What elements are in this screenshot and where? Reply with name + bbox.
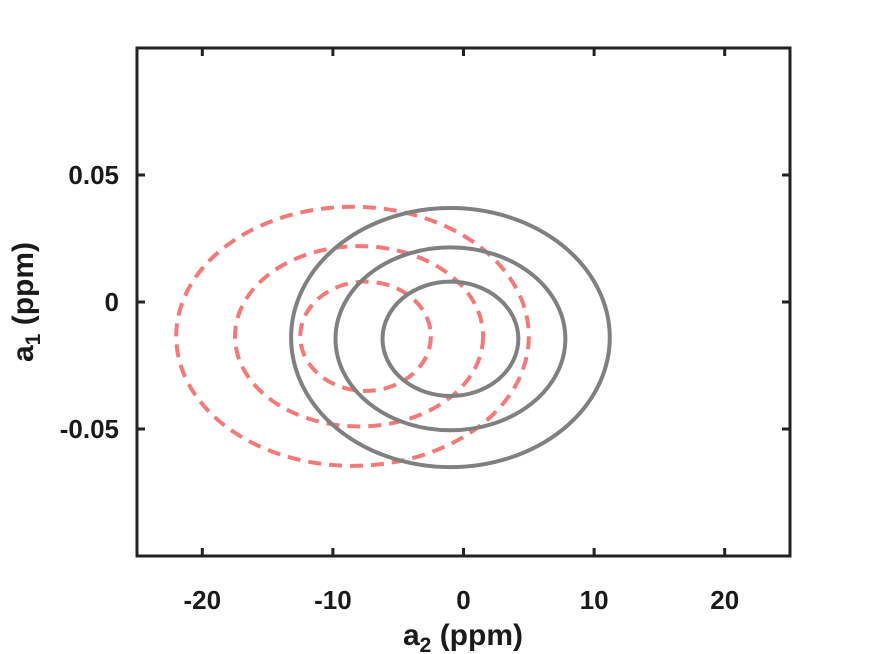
y-axis-label: a1 (ppm) [7, 242, 45, 362]
solid-contour-2 [333, 245, 568, 433]
dashed-contour-1 [298, 279, 433, 393]
y-tick-label: 0.05 [68, 160, 119, 190]
x-axis-label: a2 (ppm) [403, 619, 523, 654]
contour-layer [174, 204, 612, 470]
x-tick-label: -20 [184, 585, 222, 615]
x-tick-label: -10 [314, 585, 352, 615]
dashed-contour-2 [232, 244, 486, 429]
y-tick-label: -0.05 [60, 414, 119, 444]
solid-contour-1 [380, 279, 521, 398]
x-tick-label: 20 [710, 585, 739, 615]
axis-ticks: -20 -10 0 10 20 0.05 0 -0.05 [60, 48, 790, 615]
x-tick-label: 0 [456, 585, 470, 615]
x-tick-label: 10 [580, 585, 609, 615]
solid-contour-3 [289, 206, 612, 470]
dashed-contour-3 [174, 204, 531, 468]
y-tick-label: 0 [105, 287, 119, 317]
plot-frame [135, 46, 792, 558]
